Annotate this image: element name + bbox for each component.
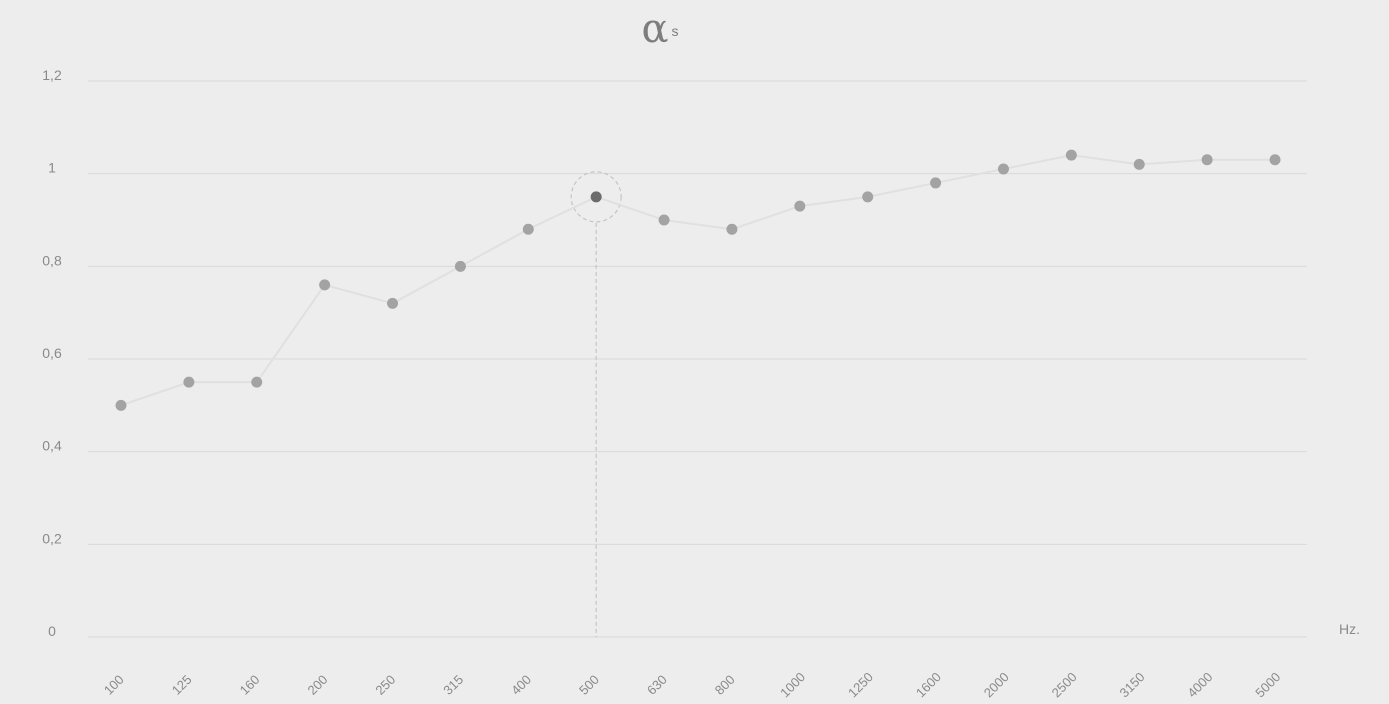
data-point[interactable] [387,297,399,309]
x-unit-label: Hz. [1339,621,1360,637]
x-axis: 100 125 160 200 250 315 400 500 630 800 1000 1250 16… [101,669,1284,700]
x-tick-label: 250 [372,672,398,698]
x-tick-label: 800 [712,672,738,698]
y-tick-label: 0,8 [42,252,62,268]
series-group [115,149,1281,637]
x-tick-label: 630 [644,672,670,698]
data-point[interactable] [115,399,127,411]
data-point[interactable] [794,200,806,212]
x-tick-label: 1000 [777,669,808,700]
x-tick-label: 1250 [845,669,876,700]
y-tick-label: 0,6 [42,345,62,361]
x-tick-label: 160 [237,672,263,698]
y-tick-label: 0,4 [42,438,62,454]
data-point[interactable] [1133,158,1145,170]
x-tick-label: 125 [169,672,195,698]
grid-lines [88,80,1307,638]
highlight-ring[interactable] [570,171,622,223]
y-tick-label: 1,2 [42,67,62,83]
x-tick-label: 3150 [1117,669,1148,700]
x-tick-label: 5000 [1252,669,1283,700]
data-point[interactable] [1065,149,1077,161]
data-point[interactable] [1269,154,1281,166]
data-point-highlighted[interactable] [590,191,602,203]
series-line [120,154,1275,407]
data-point[interactable] [1201,154,1213,166]
x-tick-label: 500 [576,672,602,698]
data-point[interactable] [997,163,1009,175]
data-point[interactable] [726,223,738,235]
data-point[interactable] [319,279,331,291]
data-point[interactable] [183,376,195,388]
x-tick-label: 4000 [1184,669,1215,700]
y-tick-label: 0,2 [42,530,62,546]
data-point[interactable] [862,191,874,203]
y-tick-label: 1 [48,160,56,176]
data-point[interactable] [522,223,534,235]
x-tick-label: 100 [101,672,127,698]
y-tick-label: 0 [48,623,56,639]
title-alpha-symbol: α [641,6,669,52]
x-tick-label: 2500 [1049,669,1080,700]
title-subscript: s [671,22,679,39]
x-tick-label: 2000 [981,669,1012,700]
y-axis: 0 0,2 0,4 0,6 0,8 1 1,2 [42,67,62,639]
data-point[interactable] [658,214,670,226]
x-tick-label: 315 [440,672,466,698]
x-tick-label: 1600 [913,669,944,700]
data-point[interactable] [930,177,942,189]
x-tick-label: 400 [508,672,534,698]
x-tick-label: 200 [304,672,330,698]
data-point[interactable] [454,260,466,272]
data-point[interactable] [251,376,263,388]
